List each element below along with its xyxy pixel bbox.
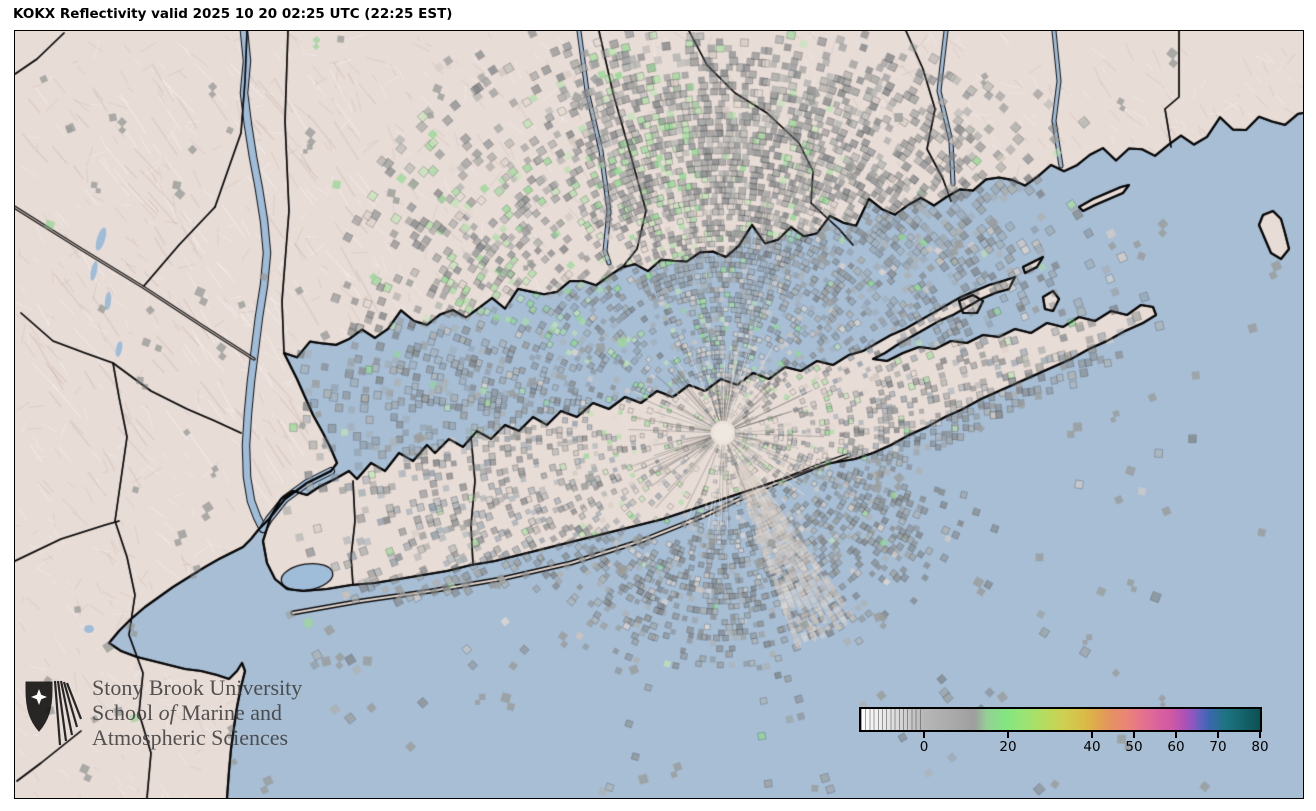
colorbar-tick bbox=[1259, 732, 1261, 738]
colorbar: 0 20 40 50 60 70 80 bbox=[859, 707, 1269, 759]
colorbar-tick bbox=[923, 732, 925, 738]
map-frame bbox=[14, 30, 1304, 799]
colorbar-tick-label: 60 bbox=[1167, 739, 1185, 755]
colorbar-tick bbox=[1175, 732, 1177, 738]
colorbar-tick bbox=[1007, 732, 1009, 738]
colorbar-tick-label: 0 bbox=[919, 739, 929, 755]
colorbar-tick-label: 20 bbox=[999, 739, 1017, 755]
colorbar-tick-label: 50 bbox=[1125, 739, 1143, 755]
colorbar-tick bbox=[1091, 732, 1093, 738]
colorbar-tick-label: 80 bbox=[1251, 739, 1269, 755]
colorbar-gradient bbox=[859, 707, 1262, 732]
radar-map-canvas bbox=[15, 31, 1303, 798]
colorbar-tick bbox=[1217, 732, 1219, 738]
colorbar-hatch-region bbox=[861, 709, 925, 730]
page-title: KOKX Reflectivity valid 2025 10 20 02:25… bbox=[13, 6, 453, 22]
colorbar-tick bbox=[1133, 732, 1135, 738]
colorbar-tick-label: 40 bbox=[1083, 739, 1101, 755]
colorbar-tick-label: 70 bbox=[1209, 739, 1227, 755]
